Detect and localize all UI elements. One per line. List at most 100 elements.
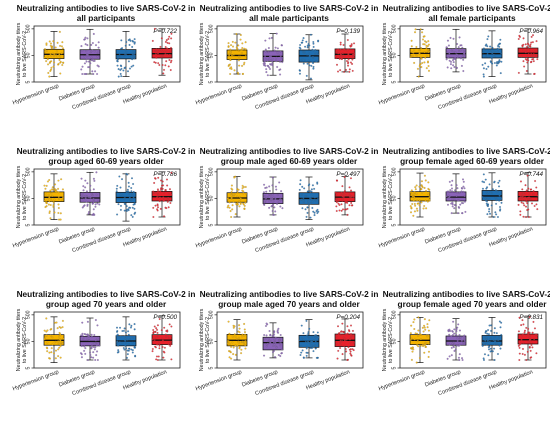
data-point bbox=[92, 208, 95, 211]
data-point bbox=[535, 186, 538, 189]
data-point bbox=[266, 64, 269, 67]
data-point bbox=[156, 208, 159, 211]
data-point bbox=[231, 188, 234, 191]
data-point bbox=[524, 329, 526, 332]
data-point bbox=[303, 50, 306, 53]
data-point bbox=[482, 357, 485, 360]
data-point bbox=[233, 325, 236, 328]
p-value-label: P=0.786 bbox=[153, 171, 177, 178]
data-point bbox=[57, 196, 60, 199]
plot-frame bbox=[33, 25, 181, 83]
data-point bbox=[518, 346, 521, 349]
data-point bbox=[347, 61, 350, 64]
data-point bbox=[279, 60, 282, 63]
data-point bbox=[86, 182, 89, 185]
data-point bbox=[446, 357, 449, 360]
data-point bbox=[483, 343, 486, 346]
data-point bbox=[124, 344, 127, 347]
data-point bbox=[413, 48, 416, 51]
data-point bbox=[43, 56, 46, 59]
chart-title-line: group aged 70 years and older bbox=[46, 299, 167, 309]
data-point bbox=[268, 200, 271, 203]
data-point bbox=[123, 348, 126, 351]
data-point bbox=[128, 54, 131, 57]
data-point bbox=[167, 206, 170, 209]
data-point bbox=[244, 347, 247, 350]
data-point bbox=[530, 341, 533, 344]
data-point bbox=[170, 325, 173, 328]
data-point bbox=[446, 190, 449, 193]
y-axis-label: Neutralizing antibody titersto live SARS… bbox=[382, 165, 394, 228]
data-point bbox=[532, 60, 535, 63]
data-point bbox=[91, 49, 94, 52]
data-point bbox=[227, 340, 230, 343]
data-point bbox=[308, 327, 311, 330]
data-point bbox=[523, 65, 526, 68]
data-point bbox=[521, 319, 524, 322]
data-point bbox=[132, 196, 135, 199]
data-point bbox=[80, 356, 83, 359]
y-axis-label-line: Neutralizing antibody titers bbox=[16, 22, 22, 85]
data-point bbox=[413, 202, 416, 205]
chart-panel: Neutralizing antibodies to live SARS-CoV… bbox=[378, 289, 550, 397]
data-point bbox=[421, 62, 424, 64]
data-point bbox=[529, 356, 532, 359]
data-point bbox=[275, 56, 278, 59]
data-point bbox=[486, 38, 489, 41]
data-point bbox=[158, 200, 161, 203]
data-point bbox=[53, 321, 56, 324]
data-point bbox=[453, 328, 456, 331]
data-point bbox=[496, 50, 499, 53]
data-point bbox=[240, 352, 243, 355]
data-point bbox=[266, 196, 269, 199]
data-point bbox=[417, 334, 420, 337]
data-point bbox=[234, 353, 237, 356]
data-point bbox=[452, 61, 455, 64]
data-point bbox=[424, 343, 427, 346]
y-tick-label: 500 bbox=[26, 310, 32, 319]
data-point bbox=[151, 39, 154, 42]
data-point bbox=[491, 47, 494, 49]
data-point bbox=[169, 61, 172, 64]
data-point bbox=[240, 48, 243, 51]
data-point bbox=[91, 202, 94, 205]
data-point bbox=[310, 340, 313, 343]
data-point bbox=[154, 330, 157, 333]
data-point bbox=[491, 188, 494, 191]
data-point bbox=[272, 335, 275, 338]
data-point bbox=[116, 326, 118, 329]
data-point bbox=[496, 353, 499, 356]
data-point bbox=[96, 341, 99, 344]
data-point bbox=[450, 354, 453, 357]
data-point bbox=[54, 183, 57, 186]
data-point bbox=[269, 63, 272, 66]
data-point bbox=[423, 205, 426, 208]
data-point bbox=[417, 75, 420, 78]
data-point bbox=[410, 211, 412, 214]
data-point bbox=[498, 185, 501, 188]
data-point bbox=[242, 202, 245, 205]
plot-frame bbox=[216, 311, 364, 369]
data-point bbox=[423, 324, 426, 327]
data-point bbox=[500, 321, 503, 324]
data-point bbox=[241, 184, 244, 187]
data-point bbox=[453, 198, 456, 201]
data-point bbox=[449, 329, 452, 332]
data-point bbox=[52, 201, 55, 204]
data-point bbox=[61, 41, 64, 44]
y-tick-label: 500 bbox=[26, 24, 32, 33]
data-point bbox=[59, 72, 62, 75]
data-point bbox=[263, 183, 266, 186]
data-point bbox=[345, 333, 348, 336]
data-point bbox=[58, 335, 61, 338]
data-point bbox=[455, 66, 458, 69]
data-point bbox=[50, 42, 52, 45]
data-point bbox=[427, 40, 430, 43]
data-point bbox=[410, 189, 413, 192]
data-point bbox=[53, 341, 56, 344]
data-point bbox=[306, 53, 309, 56]
data-point bbox=[449, 63, 452, 66]
data-point bbox=[267, 337, 270, 340]
data-point bbox=[96, 202, 99, 205]
data-point bbox=[97, 41, 100, 44]
